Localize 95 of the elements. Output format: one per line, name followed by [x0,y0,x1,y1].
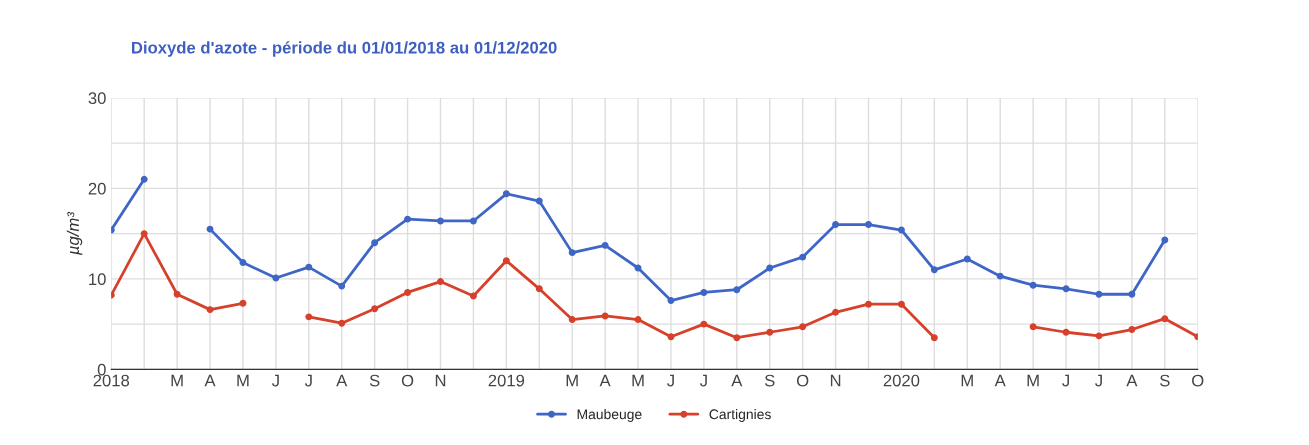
point [733,286,741,294]
point [700,288,708,296]
x-tick-label: N [830,374,841,387]
x-tick-label: S [369,374,380,387]
x-tick-label: M [171,374,183,387]
x-tick-label: J [1095,374,1102,387]
x-tick-label: J [699,374,707,387]
x-tick-label: M [566,374,578,387]
point [733,334,741,342]
x-tick-label: 2019 [488,374,525,387]
point [404,288,412,296]
point [766,328,774,336]
y-tick-label: 30 [88,92,106,105]
x-tick-label: M [632,374,644,387]
x-tick-label: O [1192,374,1204,387]
point [535,285,543,293]
y-tick-label: 20 [88,182,106,195]
point [502,257,510,265]
point [1029,281,1037,289]
point [1095,332,1103,340]
point [930,334,938,342]
point [371,305,379,313]
chart-title: Dioxyde d'azote - période du 01/01/2018 au 01/12/2020 [132,41,557,57]
point [568,316,576,324]
point [502,190,510,198]
x-tick-label: M [237,374,249,387]
x-tick-label: A [1126,374,1138,387]
point [535,197,543,205]
x-tick-label: A [994,374,1006,387]
point [404,215,412,223]
x-tick-label: J [271,374,279,387]
x-tick-label: J [1062,374,1069,387]
point [865,300,872,308]
y-axis-title: µg/m³ [66,211,83,256]
point [799,253,807,261]
x-tick-label: N [435,374,446,387]
x-tick-label: 2018 [93,374,130,387]
point [437,278,444,286]
point [1029,323,1037,331]
point [766,264,774,272]
point [1161,236,1169,244]
legend-label: Maubeuge [577,408,642,422]
point [996,272,1004,280]
point [338,282,346,290]
point [930,266,938,274]
point [1062,328,1070,336]
point [568,249,576,257]
point [1062,285,1070,293]
point [206,225,214,233]
point [140,175,148,183]
point [305,263,313,271]
y-tick-label: 10 [89,273,106,286]
legend-label: Cartignies [709,408,771,422]
x-tick-label: 2020 [883,374,920,387]
point [1128,326,1136,334]
point [865,221,872,229]
point [173,290,181,298]
x-tick-label: A [731,374,743,387]
point [1128,290,1136,298]
point [897,300,905,308]
point [305,313,313,321]
x-tick-label: S [1160,374,1170,387]
x-tick-label: S [764,374,775,387]
point [1095,290,1103,298]
point [799,323,807,331]
point [469,217,477,225]
x-tick-label: A [336,374,348,387]
point [601,312,609,320]
point [272,274,280,282]
point [239,259,247,267]
point [469,292,477,300]
point [667,333,675,341]
point [700,320,708,328]
y-tick-label: 0 [97,363,106,376]
point [832,308,840,316]
point [832,221,840,229]
point [206,306,214,314]
point [963,255,971,263]
x-tick-label: O [401,374,414,387]
x-tick-label: M [1027,374,1039,387]
x-tick-label: A [599,374,611,387]
point [437,217,444,225]
point [1161,315,1169,323]
point [667,297,675,305]
x-tick-label: O [796,374,809,387]
x-tick-label: M [961,374,973,387]
x-tick-label: J [304,374,312,387]
x-tick-label: A [204,374,216,387]
point [239,299,247,307]
point [601,241,609,249]
point [371,239,379,247]
point [634,316,642,324]
point [338,319,346,327]
point [897,226,905,234]
x-tick-label: J [667,374,674,387]
